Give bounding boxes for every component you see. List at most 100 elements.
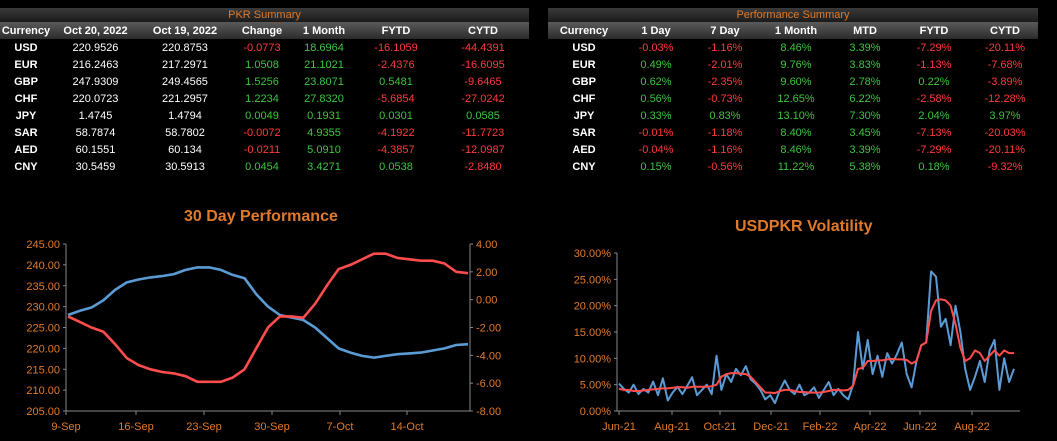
perf-cell-currency: CNY <box>572 160 596 173</box>
pkr-cell-fytd: 0.0538 <box>379 160 413 173</box>
y-tick-label-right: -6.00 <box>476 378 501 390</box>
perf-cell-fytd: 0.18% <box>918 160 950 173</box>
perf-cell-d1: 0.15% <box>640 160 672 173</box>
perf-cell-d7: -0.56% <box>707 160 743 173</box>
chart-usdpkr-volatility: 30.00% 25.00% 20.00% 15.00% 10.00% 5.00% 0.00%… <box>574 248 1020 433</box>
y-tick-label-right: 4.00 <box>476 239 497 251</box>
y-tick-label-right: -8.00 <box>476 406 501 418</box>
x-tick-label: Aug-22 <box>954 421 989 433</box>
pkr-cell-currency: SAR <box>14 126 38 139</box>
x-tick-label: Feb-22 <box>803 421 838 433</box>
pkr-cell-cytd: 0.0585 <box>466 109 500 122</box>
y-tick-label-right: -4.00 <box>476 350 501 362</box>
pkr-cell-m1: 27.8320 <box>304 92 344 105</box>
x-tick-label: 14-Oct <box>390 421 423 433</box>
perf-cell-m1: 11.22% <box>777 160 815 173</box>
y-tick-label-left: 245.00 <box>26 239 60 251</box>
perf-cell-cytd: -20.03% <box>984 126 1026 139</box>
pkr-row: CNY 30.5459 30.5913 0.0454 3.4271 0.0538 -2.84… <box>0 158 529 175</box>
pkr-row: AED 60.1551 60.134 -0.0211 5.0910 -4.3857 -12.… <box>0 141 529 158</box>
perf-cell-mtd: 3.39% <box>849 41 881 54</box>
pkr-row: SAR 58.7874 58.7802 -0.0072 4.9355 -4.1922 -11… <box>0 124 529 141</box>
perf-cell-mtd: 2.78% <box>849 75 881 88</box>
perf-row: CNY 0.15% -0.56% 11.22% 5.38% 0.18% -9.32% <box>548 158 1038 175</box>
pkr-cell-change: 1.0508 <box>245 58 279 71</box>
pkr-cell-m1: 18.6964 <box>304 41 344 54</box>
x-tick-label: 30-Sep <box>254 421 289 433</box>
perf-cell-fytd: -7.29% <box>916 143 952 156</box>
perf-row: CHF 0.56% -0.73% 12.65% 6.22% -2.58% -12.28% <box>548 90 1038 107</box>
perf-header-0: Currency <box>559 24 609 37</box>
pkr-header-5: FYTD <box>381 24 411 37</box>
pkr-header-3: Change <box>241 24 283 37</box>
y-tick-label: 15.00% <box>574 327 612 339</box>
pkr-cell-d1: 1.4745 <box>78 109 113 122</box>
pkr-cell-m1: 5.0910 <box>307 143 341 156</box>
perf-row: EUR 0.49% -2.01% 9.76% 3.83% -1.13% -7.68% <box>548 56 1038 73</box>
perf-cell-fytd: -7.29% <box>916 41 952 54</box>
perf-header-1: 1 Day <box>641 24 671 37</box>
pkr-cell-change: -0.0773 <box>243 41 281 54</box>
perf-header-3: 1 Month <box>774 24 818 37</box>
pkr-cell-change: -0.0072 <box>243 126 281 139</box>
perf-cell-m1: 8.46% <box>780 143 812 156</box>
pkr-cell-fytd: -4.3857 <box>377 143 415 156</box>
pkr-cell-d2: 221.2957 <box>162 92 208 105</box>
pkr-row: JPY 1.4745 1.4794 0.0049 0.1931 0.0301 0.0585 <box>0 107 529 124</box>
pkr-cell-currency: USD <box>14 41 38 54</box>
perf-cell-fytd: -2.58% <box>916 92 952 105</box>
pkr-cell-currency: CNY <box>14 160 38 173</box>
perf-cell-fytd: -1.13% <box>916 58 952 71</box>
pkr-cell-cytd: -27.0242 <box>461 92 505 105</box>
y-tick-label-left: 240.00 <box>26 260 60 272</box>
pkr-header-1: Oct 20, 2022 <box>63 24 128 37</box>
y-tick-label-left: 235.00 <box>26 281 60 293</box>
series-line-1 <box>618 298 1014 395</box>
perf-cell-d1: 0.49% <box>640 58 672 71</box>
perf-cell-d7: -2.01% <box>707 58 743 71</box>
pkr-cell-cytd: -16.6095 <box>461 58 505 71</box>
perf-cell-d7: -1.16% <box>707 143 743 156</box>
perf-cell-fytd: 0.22% <box>918 75 950 88</box>
perf-row: USD -0.03% -1.16% 8.46% 3.39% -7.29% -20.11% <box>548 39 1038 56</box>
pkr-cell-d1: 30.5459 <box>75 160 116 173</box>
perf-cell-mtd: 7.30% <box>849 109 881 122</box>
pkr-cell-change: -0.0211 <box>243 143 281 156</box>
perf-header-4: MTD <box>853 24 877 37</box>
y-tick-label-left: 225.00 <box>26 323 60 335</box>
perf-cell-currency: AED <box>572 143 596 156</box>
y-tick-label: 10.00% <box>574 353 612 365</box>
perf-row: SAR -0.01% -1.18% 8.40% 3.45% -7.13% -20.03% <box>548 124 1038 141</box>
perf-cell-m1: 12.65% <box>777 92 815 105</box>
pkr-cell-m1: 4.9355 <box>307 126 341 139</box>
perf-cell-m1: 13.10% <box>777 109 815 122</box>
pkr-summary-panel: PKR Summary Currency Oct 20, 2022 Oct 19, … <box>0 8 529 175</box>
y-tick-label-left: 215.00 <box>26 364 60 376</box>
x-tick-label: 7-Oct <box>327 421 354 433</box>
y-tick-label: 0.00% <box>580 406 611 418</box>
pkr-cell-change: 0.0049 <box>245 109 279 122</box>
pkr-cell-change: 1.2234 <box>245 92 279 105</box>
y-tick-label-right: 2.00 <box>476 267 497 279</box>
perf-cell-d1: -0.04% <box>638 143 674 156</box>
perf-cell-currency: JPY <box>573 109 595 122</box>
perf-cell-fytd: 2.04% <box>918 109 950 122</box>
pkr-cell-fytd: -5.6854 <box>377 92 415 105</box>
pkr-cell-d1: 247.9309 <box>72 75 119 88</box>
perf-cell-d1: 0.62% <box>640 75 672 88</box>
perf-cell-mtd: 3.45% <box>849 126 881 139</box>
pkr-cell-currency: CHF <box>14 92 38 105</box>
perf-cell-d7: 0.83% <box>709 109 741 122</box>
perf-row: AED -0.04% -1.16% 8.46% 3.39% -7.29% -20.11% <box>548 141 1038 158</box>
perf-cell-d7: -0.73% <box>707 92 743 105</box>
pkr-header-6: CYTD <box>468 24 498 37</box>
perf-cell-cytd: -7.68% <box>987 58 1023 71</box>
perf-cell-currency: CHF <box>572 92 596 105</box>
pkr-cell-m1: 0.1931 <box>307 109 341 122</box>
perf-cell-currency: SAR <box>572 126 596 139</box>
performance-summary-table: Currency 1 Day 7 Day 1 Month MTD FYTD CYTD USD… <box>548 22 1038 175</box>
pkr-cell-cytd: -2.8480 <box>464 160 502 173</box>
pkr-header-2: Oct 19, 2022 <box>152 24 218 37</box>
chart-30-day-title: 30 Day Performance <box>184 208 338 225</box>
perf-cell-m1: 9.76% <box>780 58 812 71</box>
